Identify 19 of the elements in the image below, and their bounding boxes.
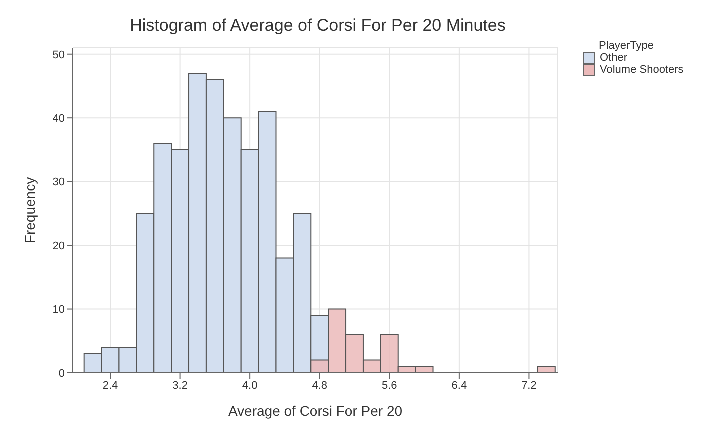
x-tick-label: 4.0	[242, 380, 258, 392]
y-tick-label: 30	[52, 176, 65, 189]
y-tick-label: 0	[58, 368, 65, 380]
x-tick-label: 3.2	[172, 380, 188, 392]
x-tick-label: 7.2	[522, 380, 537, 392]
y-tick-label: 50	[52, 49, 65, 62]
x-tick-label: 5.6	[382, 380, 398, 392]
legend-label: Volume Shooters	[600, 64, 684, 76]
y-tick-label: 40	[52, 113, 65, 126]
y-tick-label: 10	[52, 304, 65, 316]
chart-title: Histogram of Average of Corsi For Per 20 Minutes	[129, 16, 507, 36]
x-tick-label: 2.4	[102, 380, 118, 392]
y-tick-label: 20	[52, 240, 65, 252]
legend-title: PlayerType	[599, 40, 656, 52]
x-tick-label: 6.4	[452, 380, 468, 392]
x-axis-title: Average of Corsi For Per 20	[228, 403, 403, 419]
y-axis-title: Frequency	[22, 177, 38, 244]
legend-label: Other	[600, 52, 628, 64]
x-tick-label: 4.8	[312, 380, 328, 392]
